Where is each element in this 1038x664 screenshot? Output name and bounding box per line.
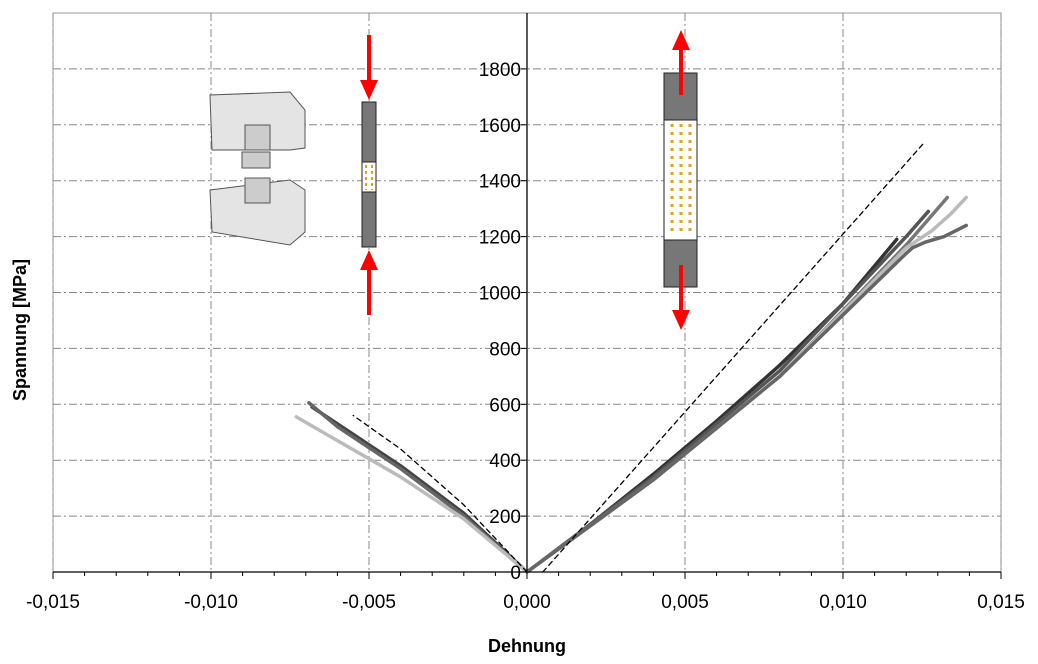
x-tick-label: 0,010 (819, 592, 867, 613)
inset-fixture (209, 91, 306, 246)
plot-area (294, 140, 968, 574)
y-tick-label: 1000 (479, 284, 521, 305)
x-tick-label: 0,000 (503, 592, 551, 613)
y-tick-label: 800 (489, 339, 521, 360)
y-tick-label: 1800 (479, 60, 521, 81)
x-tick-label: -0,015 (26, 592, 80, 613)
y-tick-label: 0 (510, 563, 521, 584)
inset-tension-specimen (663, 30, 698, 330)
y-tick-label: 1200 (479, 228, 521, 249)
y-tick-label: 600 (489, 395, 521, 416)
series-line (525, 209, 931, 574)
y-axis-title: Spannung [MPa] (10, 259, 30, 401)
y-tick-label: 1600 (479, 116, 521, 137)
y-tick-label: 400 (489, 451, 521, 472)
x-tick-label: 0,015 (977, 592, 1025, 613)
x-axis-title: Dehnung (488, 636, 566, 656)
series-line (525, 237, 899, 574)
inset-compression-specimen (360, 35, 378, 315)
x-tick-label: -0,010 (184, 592, 238, 613)
series-line (542, 140, 926, 573)
series-line (525, 223, 968, 574)
grid (52, 13, 1002, 572)
series-line (352, 414, 528, 573)
y-tick-label: 1400 (479, 172, 521, 193)
x-tick-label: 0,005 (661, 592, 709, 613)
y-tick-label: 200 (489, 507, 521, 528)
x-tick-label: -0,005 (342, 592, 396, 613)
series-line (294, 415, 529, 574)
